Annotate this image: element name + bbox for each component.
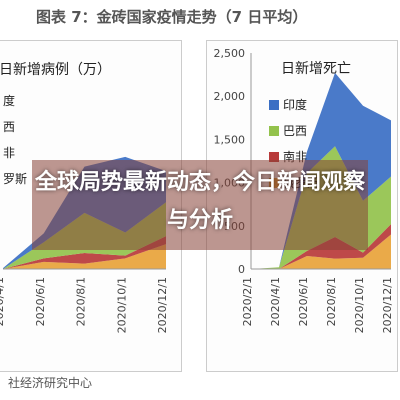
legend-label: 西 (3, 120, 15, 134)
legend-swatch (269, 100, 279, 110)
legend-label: 度 (3, 93, 15, 108)
x-tick-label: 2020/12/1 (156, 277, 169, 333)
x-tick-label: 2020/2/1 (241, 277, 254, 326)
x-tick-label: 2020/8/1 (75, 277, 88, 326)
figure-title: 图表 7：金砖国家疫情走势（7 日平均） (36, 8, 308, 26)
legend-swatch (269, 126, 279, 136)
y-tick-label: 2,000 (214, 90, 246, 103)
area-india (251, 72, 391, 269)
x-tick-label: 2020/6/1 (34, 277, 47, 326)
chart-title: 日新增死亡 (281, 61, 351, 77)
legend-swatch (269, 152, 279, 162)
legend-label: 印度 (283, 97, 307, 112)
x-tick-label: 2020/4/1 (0, 277, 6, 326)
x-tick-label: 2020/4/1 (269, 277, 282, 326)
area-south_africa (3, 236, 166, 269)
x-tick-label: 2020/6/1 (297, 277, 310, 326)
headline-banner (32, 160, 368, 250)
headline-text: 全球局势最新动态，今日新闻观察与分析 (34, 170, 365, 233)
legend-label: 非 (3, 146, 15, 160)
x-tick-label: 2020/10/1 (115, 277, 128, 333)
y-tick-label: 1,500 (214, 133, 246, 146)
x-tick-label: 2020/10/1 (353, 277, 366, 333)
legend-label: 罗斯 (3, 172, 27, 186)
x-tick-label: 2020/12/1 (381, 277, 394, 333)
chart-title: 日新增病例（万） (0, 62, 111, 78)
area-russia (3, 244, 166, 269)
y-tick-label: 2,500 (214, 47, 246, 60)
source-note: 社经济研究中心 (8, 376, 93, 390)
y-tick-label: 0 (238, 263, 245, 276)
x-tick-label: 2020/8/1 (325, 277, 338, 326)
area-russia (251, 234, 391, 269)
legend-label: 巴西 (283, 124, 307, 138)
